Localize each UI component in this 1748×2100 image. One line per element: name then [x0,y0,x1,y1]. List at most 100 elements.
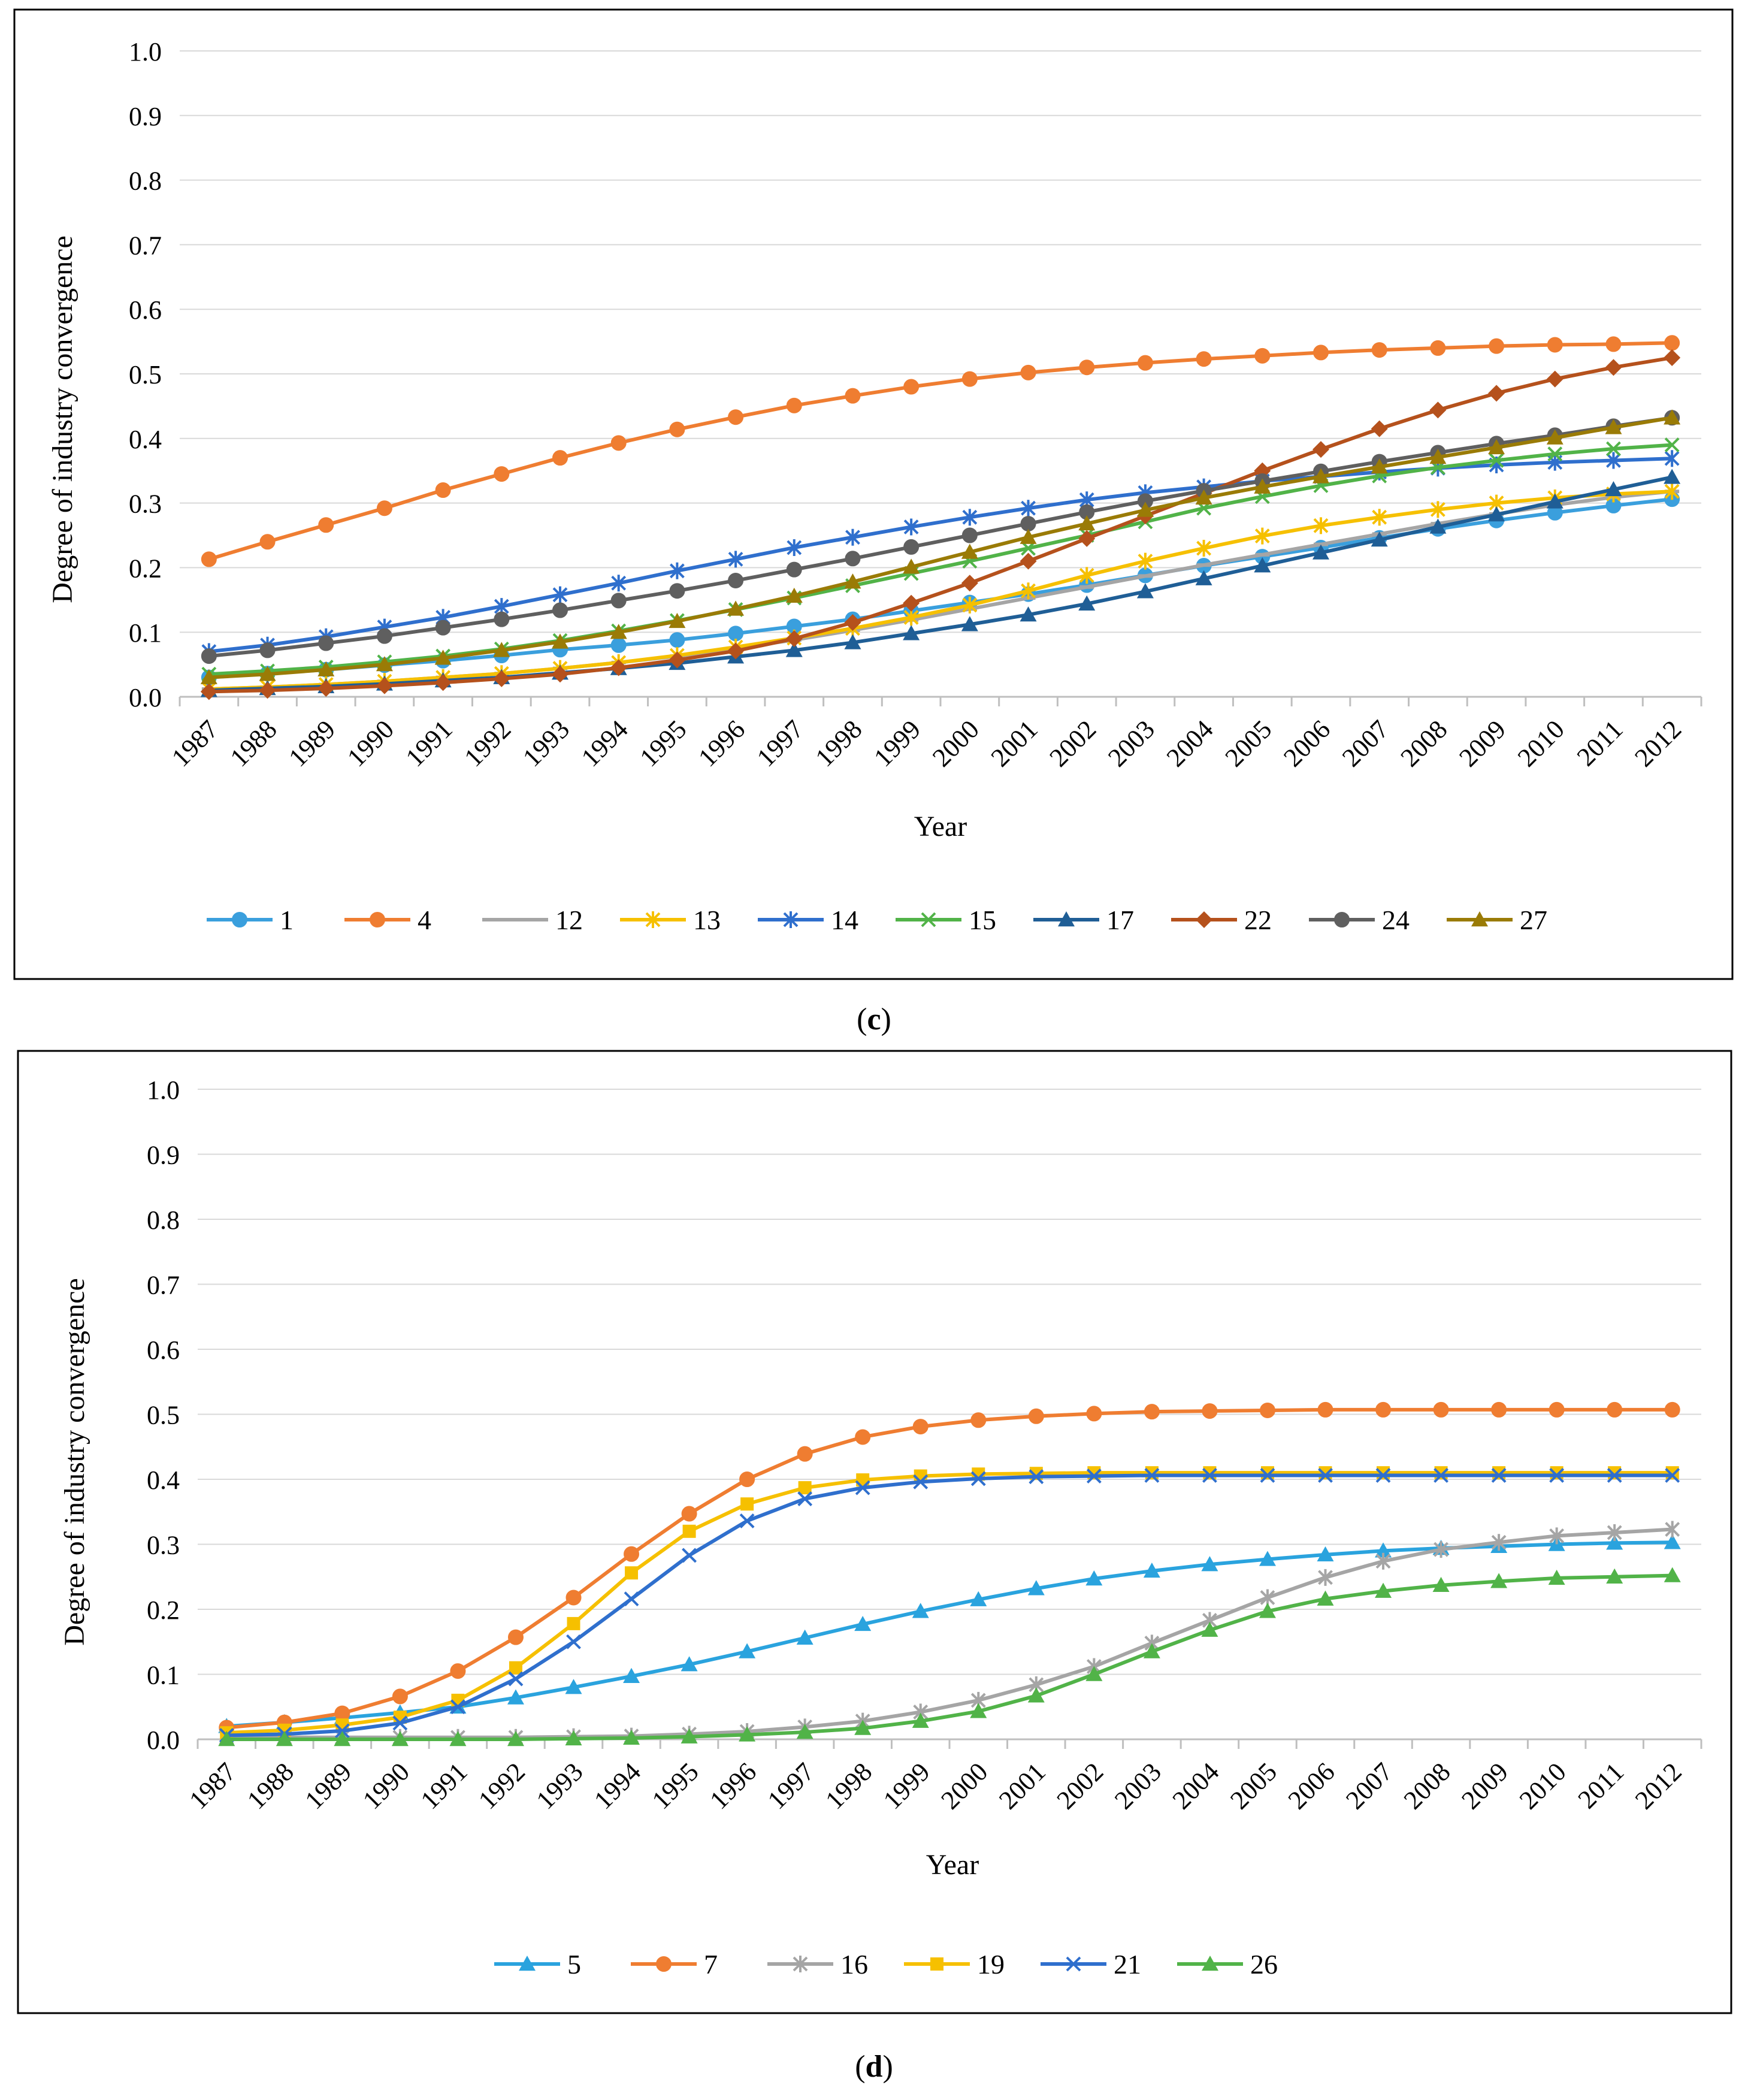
legend-label: 13 [693,905,721,935]
series-21-point [1665,1468,1680,1483]
series-13-line [207,490,1674,691]
panel-d-frame [17,1050,1732,2014]
series-27-line [207,416,1674,679]
legend-swatch-marker [370,912,385,927]
legend-label: 15 [969,905,996,935]
series-7-point [392,1688,408,1705]
series-13-point [1313,517,1329,534]
y-tick-label: 0.4 [147,1466,180,1495]
legend-item-22: 22 [1171,905,1272,935]
legend-label: 26 [1250,1949,1278,1980]
series-7-point [1433,1401,1449,1418]
legend-item-15: 15 [896,905,996,935]
legend-swatch-marker [1202,1956,1218,1971]
y-tick-label: 1.0 [147,1075,180,1105]
panel-c-x-axis-label: Year [914,811,967,842]
series-24-point [845,551,861,567]
series-26-point [1085,1666,1103,1681]
series-26-point [565,1730,582,1746]
series-14-point [669,562,685,579]
series-22 [200,349,1681,700]
series-5-point [1201,1556,1218,1572]
series-27-point [961,543,978,559]
series-22-point [669,651,686,669]
series-27-point [1020,528,1037,544]
series-22-point [317,679,335,697]
legend-label: 21 [1114,1949,1141,1980]
series-26-point [1143,1643,1160,1658]
series-22-point [1429,401,1447,419]
series-4-point [318,517,334,533]
series-21-point [1434,1468,1448,1483]
series-4-point [376,500,392,516]
series-24-point [435,620,451,636]
series-17-point [785,642,803,657]
series-7-point [739,1471,755,1487]
legend-item-24: 24 [1309,905,1410,935]
y-tick-label: 0.3 [147,1531,180,1560]
panel-c-caption: (c) [857,1002,891,1037]
series-5-line [225,1540,1674,1729]
series-22-point [493,670,510,687]
panel-c-gridlines [180,50,1701,633]
series-7-point [1375,1401,1392,1418]
series-7-point [1144,1404,1160,1420]
series-15-line [207,443,1674,676]
series-22-point [903,594,920,612]
series-26-point [912,1712,929,1728]
y-tick-label: 0.9 [129,102,162,131]
series-7-point [565,1590,582,1606]
series-27-point [1546,429,1563,445]
y-tick-label: 0.5 [129,360,162,389]
legend-swatch-marker [921,912,936,927]
series-22-point [434,674,452,691]
series-5-point [912,1603,929,1618]
series-19-point [1665,1466,1679,1480]
series-19-point [1260,1466,1274,1480]
legend-swatch-marker [645,911,661,928]
y-tick-label: 1.0 [129,37,162,67]
series-26-point [218,1731,235,1747]
legend-item-19: 19 [904,1949,1005,1980]
series-24-point [669,583,685,599]
series-26-point [681,1728,698,1744]
legend-label: 19 [977,1949,1005,1980]
legend-label: 24 [1382,905,1410,935]
series-19-point [1434,1466,1448,1480]
series-27-point [317,661,335,676]
legend-item-27: 27 [1447,905,1547,935]
legend-label: 27 [1520,905,1547,935]
series-4-point [610,435,627,451]
y-tick-label: 0.6 [129,295,162,325]
panel-d-caption: (d) [855,2050,893,2084]
series-5-point [1085,1570,1103,1586]
series-15-point [1664,437,1680,452]
series-24-point [610,593,627,609]
series-4-point [1079,359,1095,376]
series-26-point [1259,1603,1276,1618]
series-26-point [1027,1687,1045,1703]
y-tick-label: 0.0 [129,683,162,712]
legend-item-17: 17 [1033,905,1134,935]
legend-item-5: 5 [494,1949,581,1980]
series-7-point [1259,1402,1275,1418]
legend-item-16: 16 [767,1949,868,1980]
series-5-point [623,1667,640,1683]
series-15-point [1547,446,1563,462]
series-7-point [855,1429,871,1445]
series-7-point [797,1446,813,1462]
legend-label: 16 [840,1949,868,1980]
series-21-point [334,1723,350,1739]
series-26-point [1317,1590,1334,1606]
series-16-point [1549,1527,1565,1545]
legend-swatch-marker [793,1956,808,1972]
series-16-point [1607,1524,1622,1541]
series-17-point [844,634,861,649]
series-7-point [507,1629,524,1645]
series-19-point [1377,1466,1390,1480]
series-24-point [318,635,334,651]
series-24-point [1020,516,1036,532]
series-21-point [566,1634,581,1649]
series-17-point [1078,595,1096,611]
series-16-point [1665,1521,1680,1538]
